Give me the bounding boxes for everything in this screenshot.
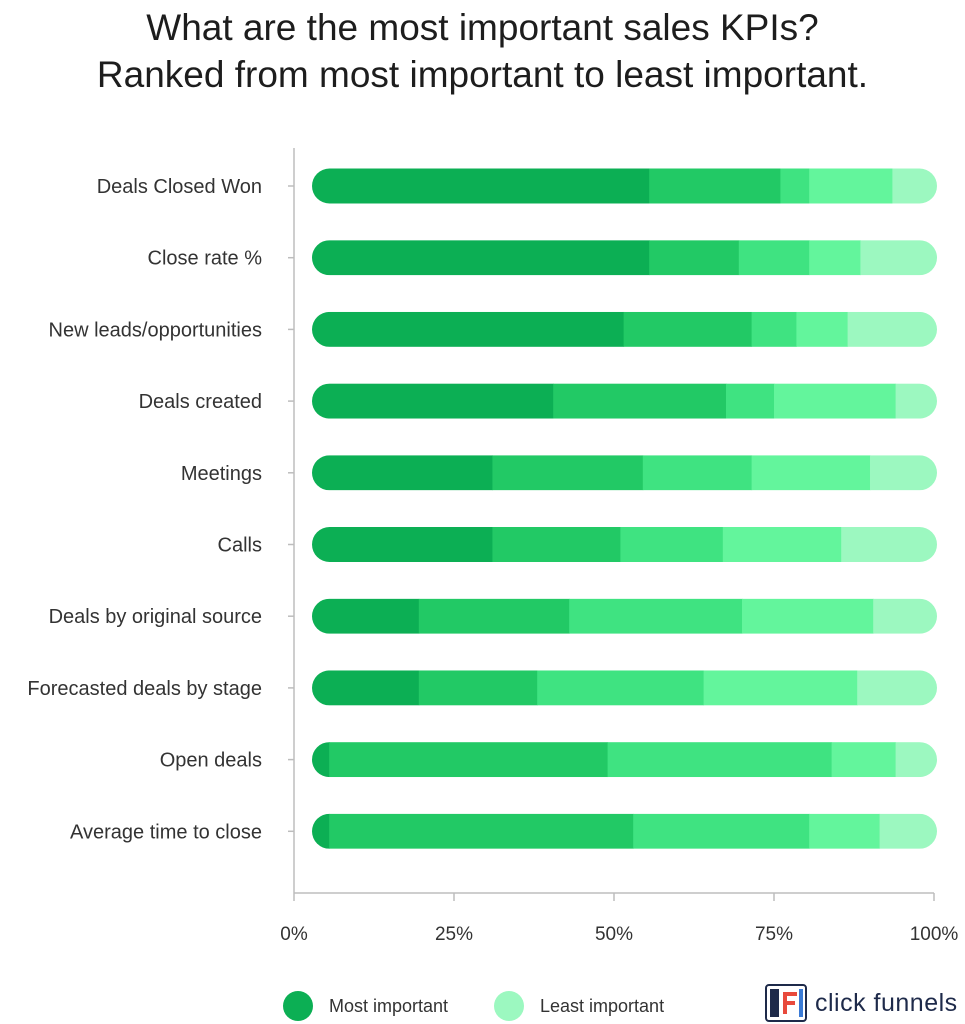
bar-segment — [870, 455, 937, 491]
category-label: Forecasted deals by stage — [27, 678, 262, 700]
bar-group — [312, 383, 937, 419]
bar-segment — [620, 527, 724, 562]
bar-segment — [607, 742, 833, 778]
bar-segment — [841, 527, 937, 562]
bar-segment — [623, 311, 753, 347]
legend-label-least-important: Least important — [540, 995, 665, 1016]
bar-segment — [312, 240, 650, 276]
bar-segment — [312, 311, 625, 347]
bar-segment — [329, 813, 634, 849]
bar-segment — [895, 742, 937, 778]
bar-segment — [751, 311, 797, 347]
bar-segment — [312, 742, 330, 778]
chart-title: What are the most important sales KPIs? … — [0, 4, 965, 98]
bar-segment — [847, 311, 937, 347]
bar-segment — [780, 168, 810, 204]
clickfunnels-logo: click funnels — [765, 984, 958, 1022]
bar-segment — [796, 311, 849, 347]
bar-segment — [633, 813, 810, 849]
legend-swatch-most-important — [283, 991, 313, 1021]
category-label: New leads/opportunities — [49, 319, 262, 341]
bar-segment — [879, 813, 937, 849]
clickfunnels-logo-icon — [765, 984, 807, 1022]
bar-segment — [492, 455, 644, 491]
bar-segment — [857, 670, 937, 706]
bar-segment — [492, 527, 621, 562]
bar-segment — [312, 383, 554, 419]
bar-group — [312, 742, 937, 778]
bar-segment — [312, 598, 420, 634]
x-tick-label: 0% — [280, 924, 308, 945]
bar-group — [312, 240, 937, 276]
bar-segment — [722, 527, 842, 562]
bar-segment — [831, 742, 897, 778]
x-tick-label: 75% — [755, 924, 793, 945]
bar-segment — [312, 455, 493, 491]
bar-segment — [873, 598, 937, 634]
bar-segment — [751, 455, 871, 491]
category-label: Average time to close — [70, 821, 262, 843]
bar-segment — [418, 598, 570, 634]
bar-segment — [642, 455, 753, 491]
bar-group — [312, 455, 937, 491]
bar-group — [312, 813, 937, 849]
category-label: Open deals — [160, 750, 262, 772]
legend-item-most-important: Most important — [283, 990, 448, 1022]
bar-segment — [312, 527, 493, 562]
legend-label-most-important: Most important — [329, 995, 449, 1016]
bar-segment — [649, 168, 781, 204]
bar-group — [312, 670, 937, 706]
chart-title-line-1: What are the most important sales KPIs? — [146, 7, 819, 48]
bar-segment — [537, 670, 705, 706]
category-label: Deals by original source — [49, 606, 262, 628]
legend-swatch-least-important — [494, 991, 524, 1021]
bar-group — [312, 598, 937, 634]
x-tick-label: 25% — [435, 924, 473, 945]
x-tick-label: 50% — [595, 924, 633, 945]
chart-title-line-2: Ranked from most important to least impo… — [96, 54, 869, 95]
x-tick-label: 100% — [910, 924, 959, 945]
bar-segment — [553, 383, 727, 419]
category-label: Close rate % — [148, 248, 263, 270]
clickfunnels-logo-text: click funnels — [815, 988, 958, 1017]
category-label: Deals Closed Won — [97, 176, 262, 198]
bar-segment — [892, 168, 937, 204]
bar-segment — [569, 598, 743, 634]
bar-segment — [312, 813, 330, 849]
bar-segment — [809, 240, 861, 276]
bar-segment — [809, 168, 893, 204]
category-label: Meetings — [181, 463, 262, 485]
bar-segment — [418, 670, 538, 706]
bar-segment — [703, 670, 858, 706]
bar-segment — [726, 383, 775, 419]
bar-segment — [312, 670, 420, 706]
legend-item-least-important: Least important — [494, 990, 664, 1022]
bar-group — [312, 527, 937, 562]
category-label: Deals created — [139, 391, 262, 413]
bar-segment — [860, 240, 937, 276]
bar-segment — [312, 168, 650, 204]
bar-group — [312, 311, 937, 347]
category-label: Calls — [218, 535, 262, 557]
bar-group — [312, 168, 937, 204]
bar-segment — [649, 240, 740, 276]
bar-segment — [329, 742, 609, 778]
bar-segment — [809, 813, 881, 849]
bar-segment — [774, 383, 897, 419]
bar-segment — [742, 598, 874, 634]
bar-segment — [895, 383, 937, 419]
bar-segment — [738, 240, 810, 276]
